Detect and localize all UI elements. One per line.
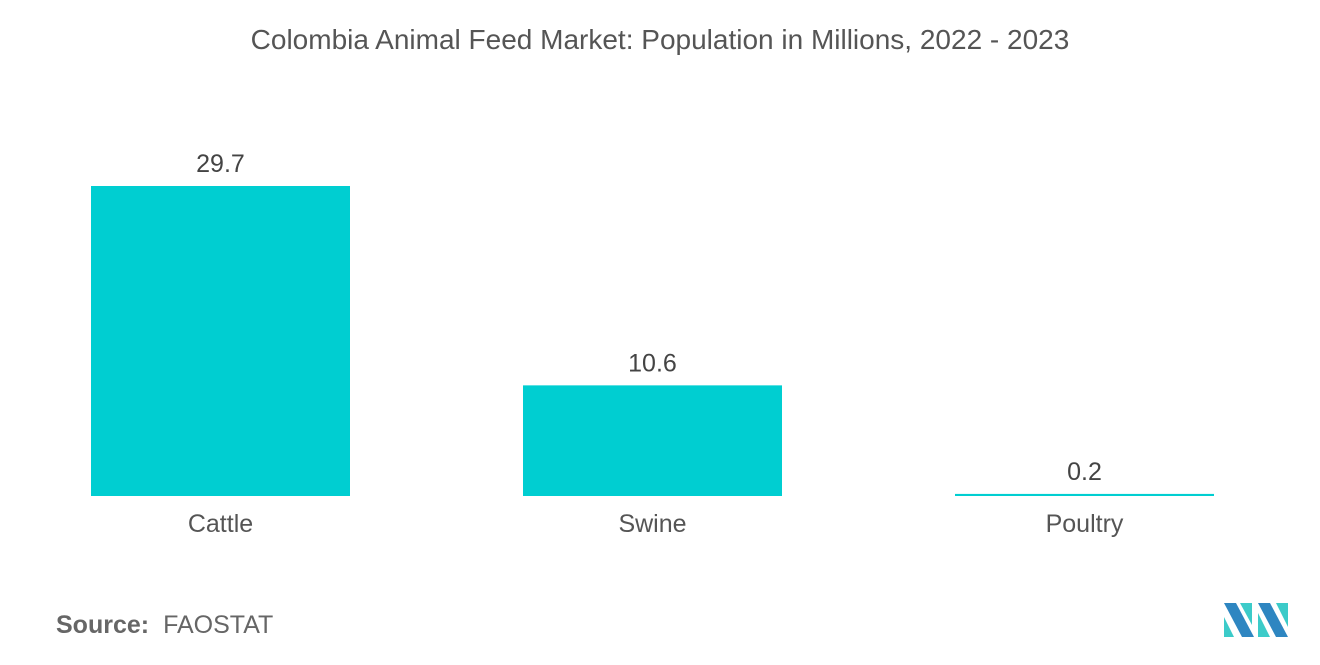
bar-poultry [955,493,1214,496]
category-label: Poultry [1046,510,1124,538]
source-note: Source: FAOSTAT [56,611,273,640]
data-label: 0.2 [1067,458,1102,486]
chart-title: Colombia Animal Feed Market: Population … [250,24,1070,55]
bar-cattle [91,186,350,496]
category-label: Swine [618,510,686,538]
source-value: FAOSTAT [163,611,274,639]
category-label: Cattle [188,510,253,538]
bar-chart: 29.7 Cattle 10.6 Swine 0.2 Poultry [91,150,1214,538]
bar-swine [523,385,782,496]
brand-logo [1224,603,1288,637]
source-label: Source: [56,611,150,639]
data-label: 10.6 [628,349,677,377]
data-label: 29.7 [196,150,245,178]
